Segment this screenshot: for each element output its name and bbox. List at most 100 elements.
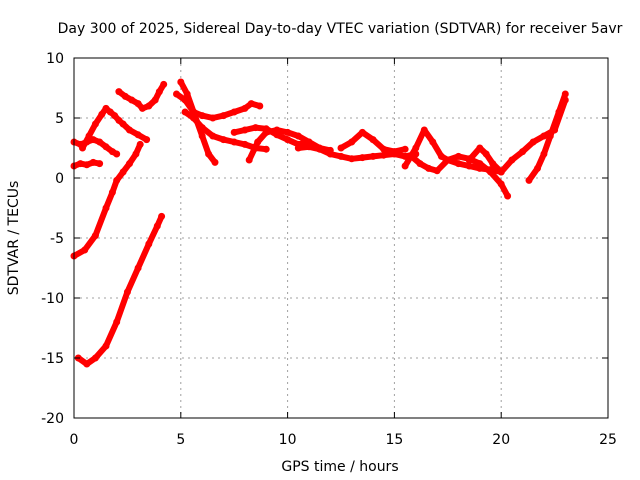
data-point	[380, 151, 388, 159]
data-point	[337, 144, 345, 152]
data-point	[529, 138, 537, 146]
data-point	[160, 80, 168, 88]
data-point	[262, 145, 270, 153]
data-point	[316, 145, 324, 153]
data-point	[241, 140, 249, 148]
x-tick-label: 15	[385, 432, 403, 448]
x-tick-label: 0	[70, 432, 79, 448]
x-axis-label: GPS time / hours	[281, 459, 398, 475]
data-point	[497, 180, 505, 188]
data-point	[241, 104, 249, 112]
data-point	[98, 110, 106, 118]
data-point	[525, 176, 533, 184]
y-tick-label: 0	[55, 171, 64, 187]
data-point	[138, 104, 146, 112]
data-point	[437, 152, 445, 160]
data-point	[91, 120, 99, 128]
data-point	[337, 152, 345, 160]
data-point	[247, 100, 255, 108]
x-tick-label: 25	[599, 432, 617, 448]
data-point	[113, 318, 121, 326]
data-point	[455, 160, 462, 168]
data-point	[482, 150, 490, 158]
data-point	[220, 136, 227, 144]
data-point	[83, 161, 91, 169]
data-point	[136, 140, 144, 148]
data-point	[433, 167, 441, 175]
data-point	[143, 136, 151, 144]
data-point	[181, 108, 189, 116]
data-point	[155, 88, 163, 96]
chart-title: Day 300 of 2025, Sidereal Day-to-day VTE…	[58, 21, 623, 37]
data-point	[115, 88, 123, 96]
data-point	[121, 92, 129, 100]
y-tick-label: 10	[46, 51, 64, 67]
data-point	[348, 138, 356, 146]
data-point	[123, 288, 131, 296]
data-point	[126, 126, 133, 134]
data-point	[465, 162, 473, 170]
data-point	[85, 132, 93, 140]
data-point	[126, 160, 133, 168]
data-point	[151, 96, 159, 104]
data-point	[497, 168, 505, 176]
data-point	[534, 164, 541, 172]
data-point	[390, 148, 398, 156]
data-point	[89, 158, 97, 166]
data-point	[134, 131, 142, 139]
data-point	[262, 125, 270, 133]
data-point	[91, 232, 99, 240]
data-point	[252, 124, 260, 132]
data-point	[358, 154, 366, 162]
data-point	[429, 138, 437, 146]
data-series	[70, 78, 569, 368]
data-point	[476, 160, 484, 168]
data-point	[489, 160, 497, 168]
data-point	[358, 128, 366, 136]
data-point	[113, 176, 121, 184]
data-point	[153, 222, 161, 230]
data-point	[128, 96, 136, 104]
data-point	[230, 138, 238, 146]
data-point	[241, 126, 249, 134]
data-point	[132, 150, 140, 158]
data-point	[198, 132, 206, 140]
data-point	[91, 354, 99, 362]
data-point	[465, 156, 473, 164]
data-point	[134, 264, 142, 272]
data-point	[412, 144, 420, 152]
data-point	[76, 160, 84, 168]
data-point	[546, 132, 554, 140]
data-point	[81, 246, 89, 254]
data-point	[420, 126, 428, 134]
x-tick-label: 5	[176, 432, 185, 448]
data-point	[230, 128, 238, 136]
data-point	[305, 143, 313, 151]
data-point	[273, 131, 281, 139]
data-point	[145, 102, 153, 110]
x-tick-label: 20	[492, 432, 510, 448]
data-point	[256, 102, 264, 110]
data-point	[83, 360, 91, 368]
data-point	[487, 168, 494, 176]
data-point	[102, 204, 110, 212]
data-point	[540, 132, 548, 140]
data-point	[425, 164, 433, 172]
data-point	[209, 132, 217, 140]
data-point	[230, 108, 238, 116]
data-point	[369, 136, 377, 144]
data-point	[380, 145, 388, 153]
data-point	[508, 156, 516, 164]
series-track-f	[75, 213, 165, 367]
data-point	[476, 144, 484, 152]
data-point	[108, 188, 116, 196]
data-point	[198, 112, 206, 120]
y-axis-label: SDTVAR / TECUs	[6, 181, 22, 296]
data-point	[173, 90, 180, 98]
data-point	[205, 150, 213, 158]
data-point	[245, 156, 253, 164]
data-point	[369, 152, 377, 160]
data-point	[444, 156, 452, 164]
data-point	[211, 158, 219, 166]
